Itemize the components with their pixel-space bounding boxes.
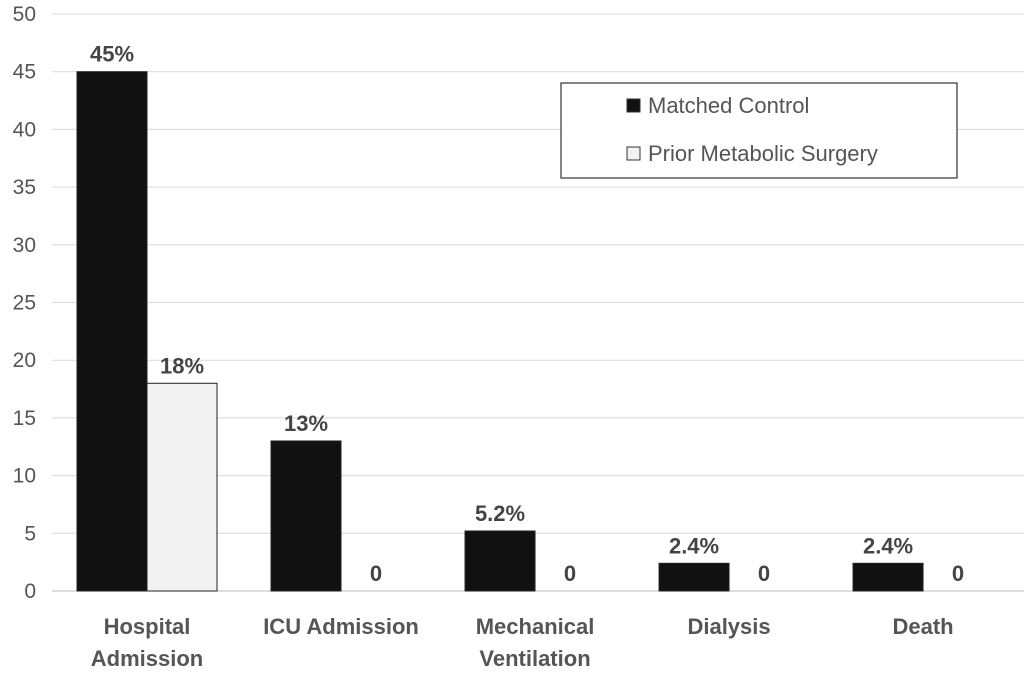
legend-swatch-prior-metabolic-surgery <box>626 146 641 161</box>
category-label-line: ICU Admission <box>263 614 419 639</box>
category-label-line: Dialysis <box>687 614 770 639</box>
data-label-prior-metabolic-surgery-4: 0 <box>952 561 964 586</box>
category-label-0: Hospital Admission <box>91 614 203 671</box>
y-tick-label: 5 <box>24 522 36 545</box>
legend-swatch-matched-control <box>626 98 641 113</box>
y-tick-label: 45 <box>13 61 36 84</box>
category-label-line: Mechanical <box>476 614 595 639</box>
bar-matched-control-1 <box>270 440 342 592</box>
data-label-matched-control-4: 2.4% <box>863 533 913 558</box>
data-label-prior-metabolic-surgery-2: 0 <box>564 561 576 586</box>
data-label-prior-metabolic-surgery-3: 0 <box>758 561 770 586</box>
category-label-line: Hospital <box>104 614 191 639</box>
bar-prior-metabolic-surgery-0 <box>146 382 218 592</box>
data-label-prior-metabolic-surgery-1: 0 <box>370 561 382 586</box>
category-label-3: Dialysis <box>687 614 770 639</box>
y-tick-label: 20 <box>13 349 36 372</box>
category-label-line: Ventilation <box>479 646 590 671</box>
bar-matched-control-0 <box>76 71 148 592</box>
y-tick-label: 50 <box>13 3 36 26</box>
data-label-matched-control-1: 13% <box>284 411 328 436</box>
data-label-matched-control-2: 5.2% <box>475 501 525 526</box>
category-label-line: Death <box>892 614 953 639</box>
y-tick-label: 25 <box>13 292 36 315</box>
data-label-matched-control-0: 45% <box>90 42 134 67</box>
legend-label-matched-control: Matched Control <box>648 93 809 118</box>
y-tick-label: 10 <box>13 465 36 488</box>
y-tick-label: 40 <box>13 118 36 141</box>
bar-matched-control-4 <box>852 562 924 592</box>
category-label-1: ICU Admission <box>263 614 419 639</box>
y-tick-label: 0 <box>24 580 36 603</box>
category-label-4: Death <box>892 614 953 639</box>
data-label-prior-metabolic-surgery-0: 18% <box>160 353 204 378</box>
legend-label-prior-metabolic-surgery: Prior Metabolic Surgery <box>648 141 878 166</box>
bar-matched-control-3 <box>658 562 730 592</box>
y-tick-label: 30 <box>13 234 36 257</box>
category-label-line: Admission <box>91 646 203 671</box>
y-tick-label: 15 <box>13 407 36 430</box>
y-tick-label: 35 <box>13 176 36 199</box>
category-label-2: Mechanical Ventilation <box>476 614 595 671</box>
bar-matched-control-2 <box>464 530 536 592</box>
data-label-matched-control-3: 2.4% <box>669 533 719 558</box>
